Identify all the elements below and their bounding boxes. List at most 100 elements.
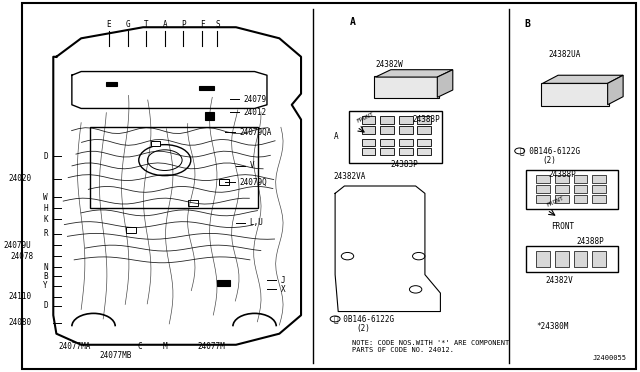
FancyBboxPatch shape	[536, 185, 550, 193]
FancyBboxPatch shape	[573, 175, 588, 183]
FancyBboxPatch shape	[219, 179, 228, 185]
Polygon shape	[607, 75, 623, 105]
Text: C: C	[138, 342, 142, 351]
FancyBboxPatch shape	[380, 116, 394, 124]
Polygon shape	[376, 70, 452, 77]
Text: NOTE: CODE NOS.WITH '*' ARE COMPONENT
PARTS OF CODE NO. 24012.: NOTE: CODE NOS.WITH '*' ARE COMPONENT PA…	[353, 340, 509, 353]
Text: S: S	[215, 20, 220, 29]
Text: 24110: 24110	[8, 292, 31, 301]
FancyBboxPatch shape	[380, 148, 394, 155]
Text: 24079QA: 24079QA	[239, 128, 271, 137]
FancyBboxPatch shape	[380, 139, 394, 146]
Text: 24079: 24079	[243, 95, 267, 104]
Text: 24388P: 24388P	[577, 237, 604, 246]
Text: J: J	[280, 276, 285, 285]
FancyBboxPatch shape	[536, 195, 550, 203]
FancyBboxPatch shape	[526, 246, 618, 272]
Text: 24382VA: 24382VA	[334, 172, 366, 181]
Text: E: E	[107, 20, 111, 29]
Text: 24382V: 24382V	[546, 276, 573, 285]
FancyBboxPatch shape	[555, 175, 568, 183]
FancyBboxPatch shape	[536, 251, 550, 267]
FancyBboxPatch shape	[199, 86, 214, 90]
FancyBboxPatch shape	[592, 251, 606, 267]
FancyBboxPatch shape	[555, 195, 568, 203]
Text: FRONT: FRONT	[550, 222, 574, 231]
FancyBboxPatch shape	[555, 185, 568, 193]
Text: P: P	[181, 20, 186, 29]
Text: 24383P: 24383P	[413, 115, 440, 124]
FancyBboxPatch shape	[592, 175, 606, 183]
Text: 24382W: 24382W	[376, 60, 403, 69]
FancyBboxPatch shape	[592, 185, 606, 193]
FancyBboxPatch shape	[417, 116, 431, 124]
Text: B: B	[524, 19, 530, 29]
FancyBboxPatch shape	[573, 251, 588, 267]
Text: X: X	[280, 285, 285, 294]
FancyBboxPatch shape	[380, 126, 394, 134]
Text: 24077MA: 24077MA	[59, 342, 91, 351]
Text: D: D	[43, 301, 48, 311]
FancyBboxPatch shape	[374, 76, 438, 98]
FancyBboxPatch shape	[399, 126, 413, 134]
FancyBboxPatch shape	[218, 280, 230, 286]
Text: M: M	[163, 342, 167, 351]
Text: B: B	[43, 272, 48, 281]
Text: W: W	[43, 193, 48, 202]
Text: 24080: 24080	[8, 318, 31, 327]
Text: A: A	[334, 132, 339, 141]
Text: L,U: L,U	[250, 218, 264, 227]
Text: 24077MB: 24077MB	[99, 351, 131, 360]
Text: 24012: 24012	[243, 108, 267, 117]
FancyBboxPatch shape	[362, 126, 376, 134]
FancyBboxPatch shape	[417, 126, 431, 134]
Polygon shape	[543, 75, 623, 83]
FancyBboxPatch shape	[399, 139, 413, 146]
FancyBboxPatch shape	[362, 139, 376, 146]
Text: FRONT: FRONT	[546, 195, 565, 208]
FancyBboxPatch shape	[417, 148, 431, 155]
FancyBboxPatch shape	[536, 175, 550, 183]
FancyBboxPatch shape	[555, 251, 568, 267]
Text: 24388P: 24388P	[548, 170, 577, 179]
Text: H: H	[43, 203, 48, 213]
Text: V: V	[250, 161, 254, 170]
FancyBboxPatch shape	[106, 82, 117, 86]
Text: (2): (2)	[356, 324, 371, 333]
FancyBboxPatch shape	[125, 227, 136, 233]
FancyBboxPatch shape	[399, 148, 413, 155]
FancyBboxPatch shape	[417, 139, 431, 146]
FancyBboxPatch shape	[526, 170, 618, 209]
Text: 24079Q: 24079Q	[239, 178, 267, 187]
Text: 24079U: 24079U	[4, 241, 31, 250]
Text: A: A	[349, 17, 355, 27]
Polygon shape	[437, 70, 452, 97]
Text: 24020: 24020	[8, 174, 31, 183]
Text: K: K	[43, 215, 48, 224]
Text: N: N	[43, 263, 48, 272]
FancyBboxPatch shape	[362, 116, 376, 124]
FancyBboxPatch shape	[592, 195, 606, 203]
Text: R: R	[43, 230, 48, 238]
FancyBboxPatch shape	[22, 3, 636, 369]
FancyBboxPatch shape	[362, 148, 376, 155]
Text: Ⓑ 0B146-6122G: Ⓑ 0B146-6122G	[334, 314, 394, 323]
Text: (2): (2)	[543, 155, 557, 165]
Text: 24078: 24078	[10, 251, 33, 261]
Text: Y: Y	[43, 281, 48, 290]
Text: T: T	[144, 20, 148, 29]
Text: 24382UA: 24382UA	[548, 51, 581, 60]
FancyBboxPatch shape	[349, 112, 442, 163]
Text: F: F	[200, 20, 204, 29]
Text: FRONT: FRONT	[356, 112, 374, 124]
FancyBboxPatch shape	[573, 185, 588, 193]
FancyBboxPatch shape	[573, 195, 588, 203]
Text: G: G	[125, 20, 130, 29]
FancyBboxPatch shape	[205, 112, 214, 119]
FancyBboxPatch shape	[399, 116, 413, 124]
Text: A: A	[163, 20, 167, 29]
Text: 24077M: 24077M	[197, 342, 225, 351]
FancyBboxPatch shape	[188, 200, 198, 206]
FancyBboxPatch shape	[150, 141, 161, 147]
Text: D: D	[43, 152, 48, 161]
